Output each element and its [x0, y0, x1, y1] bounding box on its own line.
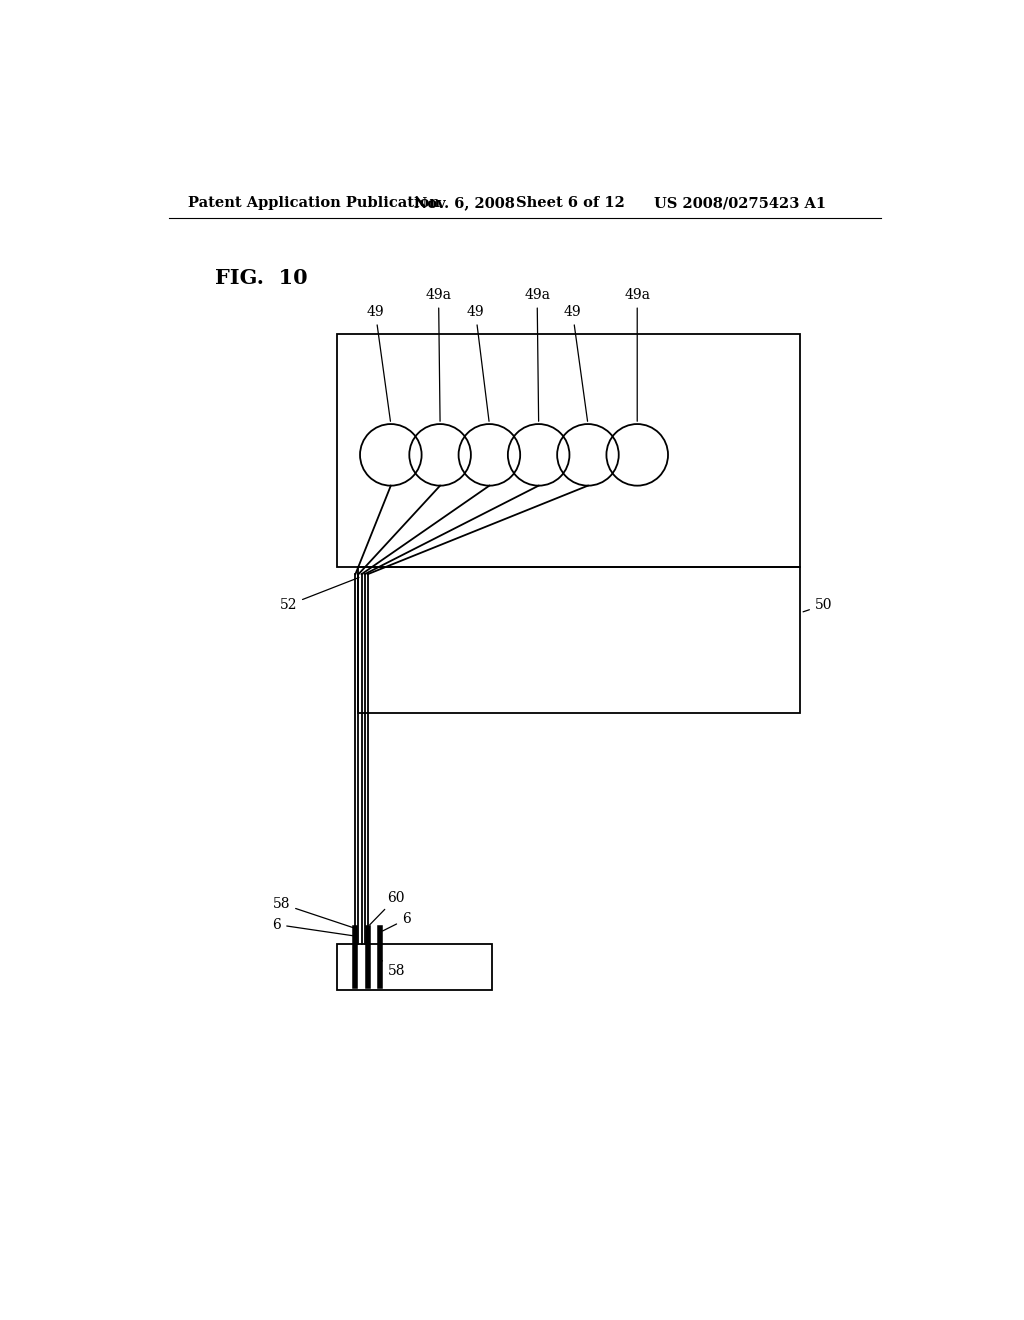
Text: 49: 49 — [367, 305, 390, 421]
Text: Nov. 6, 2008: Nov. 6, 2008 — [414, 197, 515, 210]
Text: 50: 50 — [803, 598, 833, 612]
Text: FIG.  10: FIG. 10 — [215, 268, 308, 288]
Text: 58: 58 — [272, 896, 352, 928]
Text: 49: 49 — [467, 305, 489, 421]
Bar — [357, 566, 801, 713]
Text: Patent Application Publication: Patent Application Publication — [188, 197, 440, 210]
Text: 52: 52 — [280, 578, 359, 612]
Text: 49a: 49a — [524, 289, 550, 421]
Text: 6: 6 — [383, 912, 411, 931]
Text: US 2008/0275423 A1: US 2008/0275423 A1 — [654, 197, 826, 210]
Text: 49: 49 — [564, 305, 588, 421]
Text: 49a: 49a — [625, 289, 650, 421]
Text: 49a: 49a — [426, 289, 452, 421]
Text: Sheet 6 of 12: Sheet 6 of 12 — [515, 197, 625, 210]
Text: 60: 60 — [370, 891, 404, 925]
Bar — [337, 334, 801, 566]
Text: 6: 6 — [272, 917, 352, 936]
Text: 58: 58 — [382, 961, 404, 978]
Bar — [337, 944, 493, 990]
